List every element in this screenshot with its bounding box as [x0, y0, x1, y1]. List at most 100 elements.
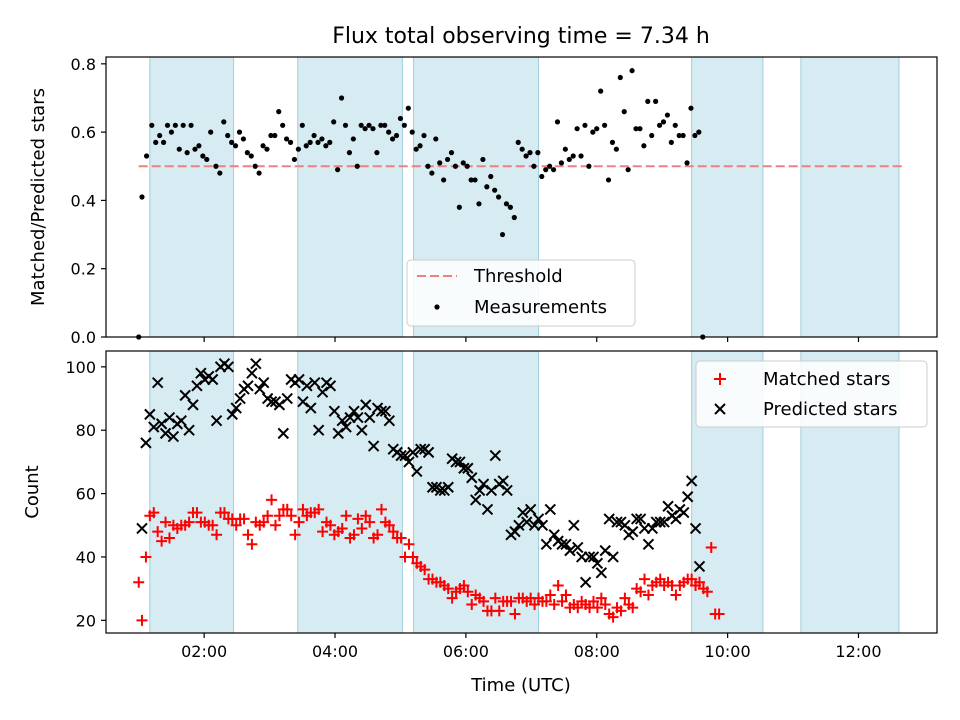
series-measurements — [136, 68, 706, 340]
data-point — [140, 551, 152, 563]
data-point — [200, 153, 206, 159]
data-point — [331, 119, 337, 125]
data-point — [507, 204, 513, 210]
data-point — [273, 510, 285, 522]
data-point — [481, 503, 494, 516]
data-point — [654, 516, 666, 528]
data-point — [629, 68, 635, 74]
data-point — [407, 551, 419, 563]
data-point — [356, 424, 368, 436]
data-point — [688, 105, 694, 111]
data-point — [705, 541, 717, 553]
y-tick-label: 100 — [65, 358, 96, 377]
data-point — [495, 194, 502, 200]
data-point — [316, 386, 329, 398]
data-point — [144, 408, 156, 421]
data-point — [419, 564, 431, 576]
data-point — [256, 170, 262, 176]
data-point — [324, 380, 337, 392]
data-point — [272, 132, 278, 139]
data-point — [649, 132, 655, 139]
data-point — [348, 405, 360, 417]
data-point — [564, 544, 576, 557]
x-tick-label: 04:00 — [312, 642, 358, 661]
data-point — [246, 538, 258, 550]
data-point — [287, 139, 294, 145]
data-point — [509, 608, 521, 620]
data-point — [566, 156, 572, 163]
data-point — [232, 143, 239, 149]
data-point — [407, 446, 419, 459]
data-point — [441, 177, 447, 183]
data-point — [386, 129, 392, 135]
data-point — [594, 126, 600, 132]
data-point — [448, 150, 455, 156]
data-point — [637, 126, 643, 132]
data-point — [187, 399, 199, 411]
data-point — [421, 132, 427, 139]
data-point — [466, 472, 478, 484]
data-point — [295, 146, 301, 152]
data-point — [340, 510, 352, 522]
panel-counts-frame — [105, 350, 938, 634]
data-point — [656, 122, 663, 128]
y-tick-label: 20 — [76, 611, 96, 630]
data-point — [492, 187, 498, 193]
data-point — [602, 122, 608, 128]
data-point — [444, 156, 451, 163]
data-point — [387, 526, 399, 538]
data-point — [360, 399, 372, 411]
data-point — [153, 139, 159, 145]
data-point — [411, 465, 423, 478]
data-point — [356, 522, 368, 534]
data-point — [336, 415, 348, 427]
data-point — [309, 376, 321, 389]
data-point — [473, 484, 486, 497]
data-point — [646, 522, 659, 535]
data-point — [686, 573, 698, 585]
data-point — [179, 389, 191, 402]
data-point — [664, 112, 671, 118]
panel-ratio-legend: Threshold Measurements — [406, 259, 636, 327]
y-tick-label: 0.6 — [71, 123, 96, 142]
data-point — [572, 541, 584, 554]
data-point — [207, 519, 219, 531]
data-point — [693, 560, 706, 573]
data-point — [595, 592, 607, 604]
data-point — [403, 456, 415, 468]
data-point — [692, 132, 698, 139]
data-point — [208, 129, 214, 135]
data-point — [590, 129, 596, 135]
data-point — [383, 415, 396, 427]
data-point — [570, 153, 576, 159]
data-point — [639, 573, 651, 585]
data-point — [422, 446, 435, 459]
data-point — [395, 449, 407, 462]
data-point — [617, 74, 623, 81]
data-point — [240, 136, 247, 142]
data-point — [289, 529, 301, 541]
data-point — [268, 132, 274, 139]
legend-box — [695, 360, 928, 428]
data-point — [503, 201, 510, 207]
data-point — [401, 122, 407, 128]
data-point — [524, 503, 537, 516]
data-point — [587, 551, 600, 563]
data-point — [184, 150, 190, 156]
panel-counts-x-ticks: 02:00 04:00 06:00 08:00 10:00 12:00 — [181, 633, 882, 661]
data-point — [454, 456, 466, 468]
data-point — [517, 506, 529, 519]
data-point — [389, 136, 396, 142]
data-point — [156, 535, 168, 547]
data-point — [383, 519, 395, 531]
data-point — [164, 122, 171, 128]
data-point — [484, 184, 490, 190]
data-point — [348, 529, 360, 541]
data-point — [442, 583, 454, 595]
data-point — [684, 160, 690, 166]
data-point — [364, 516, 376, 528]
data-point — [540, 538, 553, 550]
data-point — [149, 122, 155, 128]
data-point — [382, 122, 388, 128]
data-point — [217, 170, 223, 176]
